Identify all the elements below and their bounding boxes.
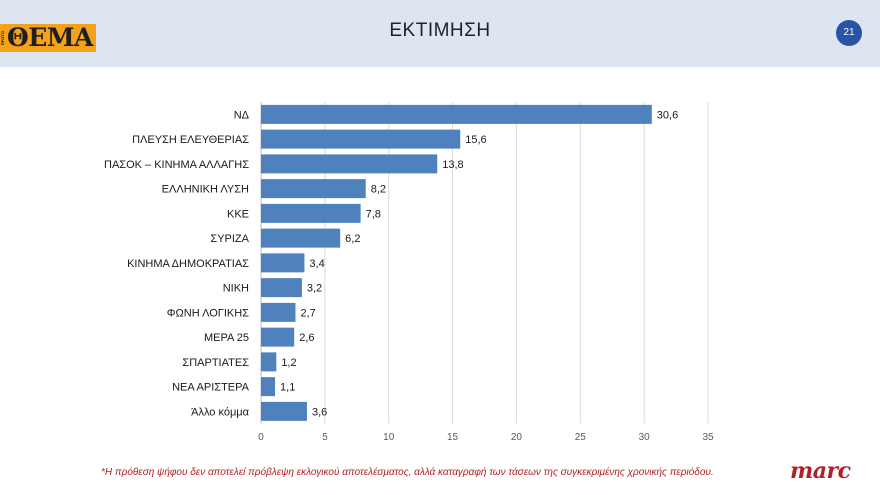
data-label: 30,6 [657,109,678,121]
category-label: ΠΑΣΟΚ – ΚΙΝΗΜΑ ΑΛΛΑΓΗΣ [104,159,249,171]
bar [261,302,296,322]
data-label: 6,2 [345,233,360,245]
data-label: 2,6 [299,332,314,344]
protothema-logo: ΠΡΩΤΟ ΘΕΜΑ [0,24,96,52]
x-tick-label: 0 [258,432,264,443]
bar [261,154,438,174]
bar [261,352,277,372]
page-number-badge: 21 [836,20,862,46]
data-label: 1,2 [281,357,296,369]
category-label: Άλλο κόμμα [191,406,250,418]
category-label: ΣΠΑΡΤΙΑΤΕΣ [182,357,249,369]
bar [261,203,361,223]
data-label: 7,8 [366,208,381,220]
data-label: 3,4 [309,258,324,270]
header-bar: ΠΡΩΤΟ ΘΕΜΑ ΕΚΤΙΜΗΣΗ 21 [0,0,880,67]
bar [261,129,461,149]
logo-text: ΘΕΜΑ [7,24,93,52]
bar [261,377,276,397]
footnote: *Η πρόθεση ψήφου δεν αποτελεί πρόβλεψη ε… [101,467,714,478]
x-tick-label: 10 [383,432,395,443]
data-label: 2,7 [300,307,315,319]
data-label: 13,8 [442,159,463,171]
data-label: 3,2 [307,283,322,295]
bar [261,104,652,124]
bar [261,179,366,199]
category-label: ΦΩΝΗ ΛΟΓΙΚΗΣ [167,307,249,319]
data-label: 3,6 [312,406,327,418]
data-label: 8,2 [371,184,386,196]
bar [261,278,302,298]
category-label: ΕΛΛΗΝΙΚΗ ΛΥΣΗ [162,184,249,196]
marc-logo: marc [790,458,851,484]
x-tick-label: 5 [322,432,328,443]
page-title: ΕΚΤΙΜΗΣΗ [389,20,491,41]
bar [261,327,295,347]
bar [261,253,305,273]
data-label: 1,1 [280,382,295,394]
category-label: ΚΙΝΗΜΑ ΔΗΜΟΚΡΑΤΙΑΣ [127,258,249,270]
category-label: ΝΕΑ ΑΡΙΣΤΕΡΑ [172,382,250,394]
bar [261,401,307,421]
category-label: ΜΕΡΑ 25 [204,332,249,344]
x-tick-label: 15 [447,432,459,443]
category-label: ΚΚΕ [227,208,249,220]
bar [261,228,341,248]
x-tick-label: 25 [575,432,587,443]
x-tick-label: 35 [702,432,714,443]
category-label: ΝΙΚΗ [223,283,249,295]
category-label: ΣΥΡΙΖΑ [210,233,249,245]
x-tick-label: 30 [639,432,651,443]
category-label: ΠΛΕΥΣΗ ΕΛΕΥΘΕΡΙΑΣ [132,134,249,146]
x-tick-label: 20 [511,432,523,443]
data-label: 15,6 [465,134,486,146]
category-label: ΝΔ [234,109,250,121]
